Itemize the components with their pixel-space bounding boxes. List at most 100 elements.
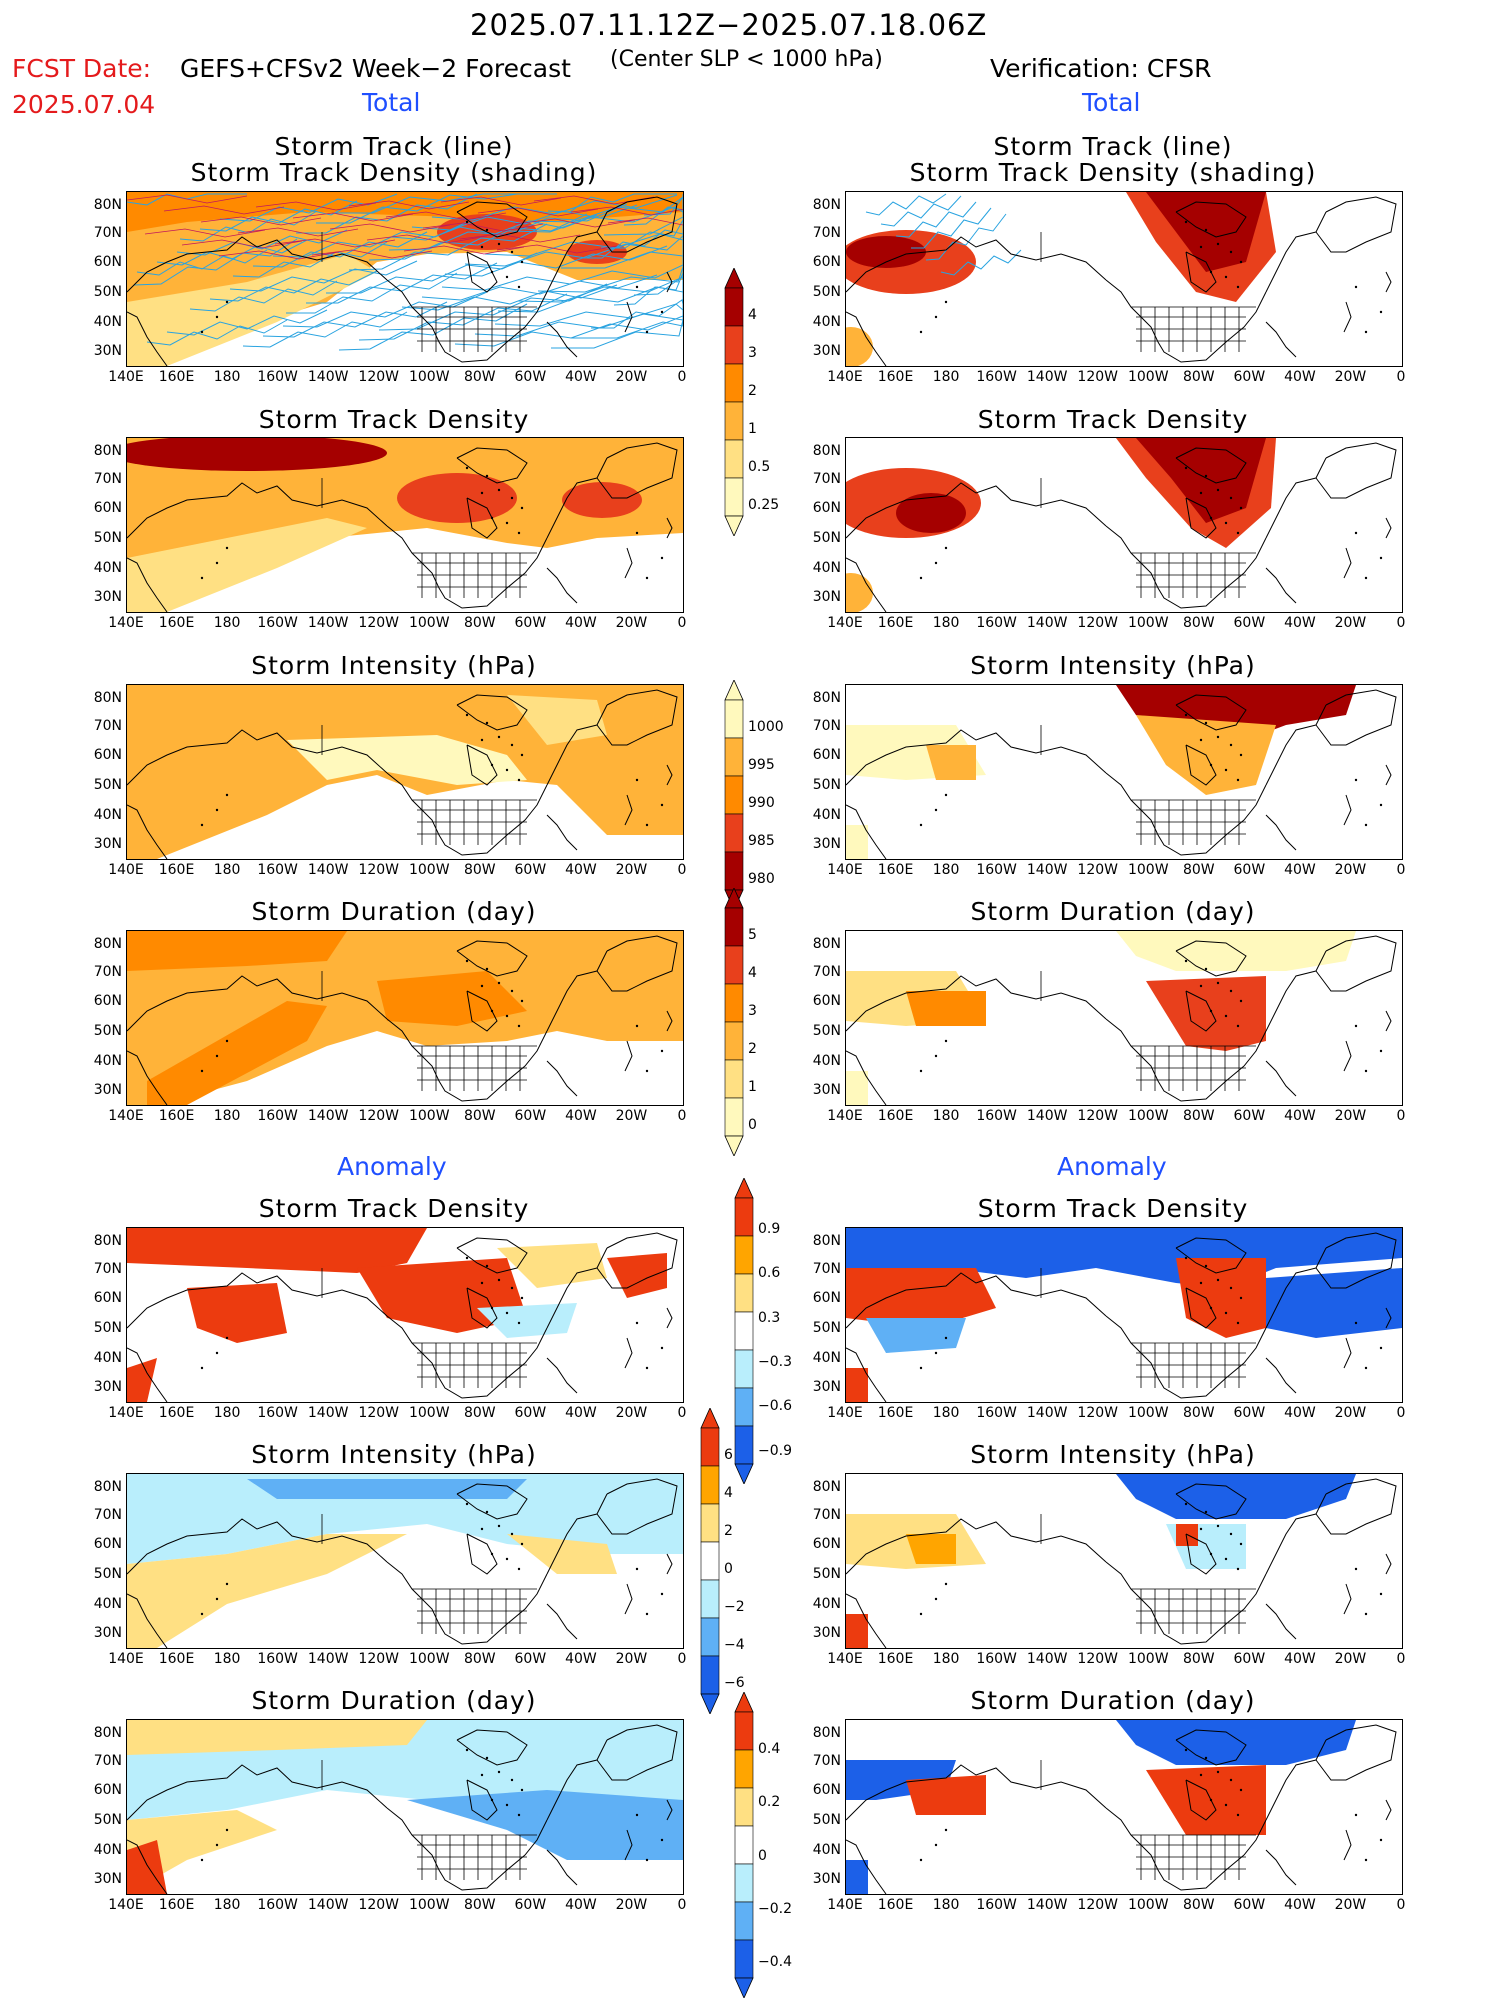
map-canvas <box>846 1228 1402 1402</box>
lon-tick-label: 60W <box>514 615 547 631</box>
lon-tick-label: 60W <box>514 369 547 385</box>
lat-tick-label: 40N <box>93 559 122 576</box>
lat-tick-label: 70N <box>93 1506 122 1523</box>
lon-tick-label: 180 <box>932 1897 960 1913</box>
lon-tick-label: 0 <box>677 615 687 631</box>
lon-tick-label: 40W <box>1284 1651 1316 1667</box>
state-borders <box>321 1514 537 1634</box>
colorbar-swatch <box>724 477 744 517</box>
colorbar-bottom-arrow <box>724 1135 744 1156</box>
lat-tick-label: 50N <box>93 1022 122 1039</box>
lon-tick-label: 20W <box>1334 1651 1367 1667</box>
shade-orange <box>846 327 873 366</box>
lon-tick-label: 120W <box>358 1405 399 1421</box>
islands <box>919 1502 1383 1616</box>
lon-tick-label: 80W <box>463 1897 496 1913</box>
lon-tick-label: 160W <box>976 615 1017 631</box>
shade-orange <box>846 573 873 612</box>
colorbar-label: 4 <box>748 306 757 323</box>
lon-tick-label: 0 <box>677 1897 687 1913</box>
colorbar-swatch <box>724 699 744 739</box>
colorbar-swatches <box>700 1408 720 1714</box>
lon-tick-label: 60W <box>514 1405 547 1421</box>
lat-tick-label: 50N <box>93 529 122 546</box>
state-borders <box>1040 478 1256 598</box>
colorbar-swatch <box>734 1311 754 1351</box>
lat-tick-label: 80N <box>812 1478 841 1495</box>
lon-tick-label: 100W <box>1127 1405 1169 1421</box>
colorbar-swatch <box>724 287 744 327</box>
colorbar-label: 0.5 <box>748 458 771 475</box>
lon-tick-label: 100W <box>1127 615 1169 631</box>
map-panel-duration-anom-forecast <box>126 1719 684 1895</box>
lat-tick-label: 40N <box>812 313 841 330</box>
coastlines <box>846 1478 1397 1648</box>
lon-tick-label: 80W <box>1182 615 1215 631</box>
lon-tick-label: 140W <box>307 1405 349 1421</box>
lon-tick-label: 160E <box>158 1405 195 1421</box>
lat-tick-label: 40N <box>812 559 841 576</box>
lat-tick-label: 50N <box>812 1319 841 1336</box>
lon-tick-label: 60W <box>1233 1108 1266 1124</box>
colorbar-swatch <box>724 325 744 365</box>
lon-tick-label: 100W <box>408 1108 450 1124</box>
shade-blue-anom <box>1266 1268 1402 1338</box>
shade-yellow-anom <box>497 1243 607 1288</box>
lon-tick-label: 180 <box>932 862 960 878</box>
lat-tick-label: 40N <box>812 1841 841 1858</box>
map-panel-intensity-anom-verification <box>845 1473 1403 1649</box>
lon-tick-label: 40W <box>1284 1405 1316 1421</box>
colorbar-label: 2 <box>748 1040 757 1057</box>
panel-title-track-line-right: Storm Track (line) <box>993 132 1233 161</box>
lon-tick-label: 20W <box>1334 615 1367 631</box>
lon-tick-label: 80W <box>463 1405 496 1421</box>
lat-tick-label: 40N <box>93 1595 122 1612</box>
colorbar-bottom-arrow <box>734 1463 754 1484</box>
lon-tick-label: 180 <box>213 862 241 878</box>
shade-red-anom <box>187 1283 287 1343</box>
map-panel-intensity-forecast <box>126 684 684 860</box>
lat-tick-label: 70N <box>812 1752 841 1769</box>
state-borders <box>1040 1760 1256 1880</box>
lat-tick-label: 60N <box>93 254 122 271</box>
shade-yellow-anom <box>127 1720 427 1755</box>
shade-dark-orange <box>127 192 683 232</box>
state-borders <box>321 1760 537 1880</box>
colorbar-bottom-arrow <box>724 515 744 536</box>
lat-tick-label: 80N <box>93 1478 122 1495</box>
lat-tick-label: 70N <box>93 963 122 980</box>
lat-tick-label: 80N <box>812 1724 841 1741</box>
colorbar-label: −0.4 <box>758 1954 792 1971</box>
lat-tick-label: 50N <box>812 1811 841 1828</box>
lat-tick-label: 70N <box>812 1260 841 1277</box>
lon-tick-label: 80W <box>1182 862 1215 878</box>
colorbar-swatch <box>700 1541 720 1581</box>
lat-tick-label: 70N <box>93 1260 122 1277</box>
lon-tick-label: 120W <box>1077 1897 1118 1913</box>
lon-tick-label: 60W <box>514 862 547 878</box>
forecast-name: GEFS+CFSv2 Week−2 Forecast <box>180 54 571 83</box>
colorbar-swatch <box>734 1425 754 1465</box>
lon-tick-label: 140W <box>1026 615 1068 631</box>
map-panel-density-forecast <box>126 437 684 613</box>
lat-tick-label: 80N <box>812 935 841 952</box>
lon-tick-label: 160E <box>877 369 914 385</box>
lon-tick-label: 40W <box>565 862 597 878</box>
lon-tick-label: 160E <box>877 1897 914 1913</box>
colorbar-swatch <box>734 1235 754 1275</box>
storm-track-lines <box>865 193 1022 276</box>
lon-tick-label: 100W <box>408 615 450 631</box>
colorbar-bottom-arrow <box>734 1977 754 1998</box>
lon-tick-label: 80W <box>463 862 496 878</box>
lat-tick-label: 70N <box>812 717 841 734</box>
map-panel-duration-verification <box>845 930 1403 1106</box>
colorbar-label: 1 <box>748 420 757 437</box>
lon-tick-label: 100W <box>408 369 450 385</box>
colorbar-label: −0.9 <box>758 1442 792 1459</box>
lon-tick-label: 160E <box>877 862 914 878</box>
lon-tick-label: 140W <box>1026 1897 1068 1913</box>
lon-tick-label: 180 <box>213 1405 241 1421</box>
colorbar-swatch <box>700 1655 720 1695</box>
coastlines <box>846 1232 1397 1402</box>
colorbar-top-arrow <box>700 1408 720 1429</box>
